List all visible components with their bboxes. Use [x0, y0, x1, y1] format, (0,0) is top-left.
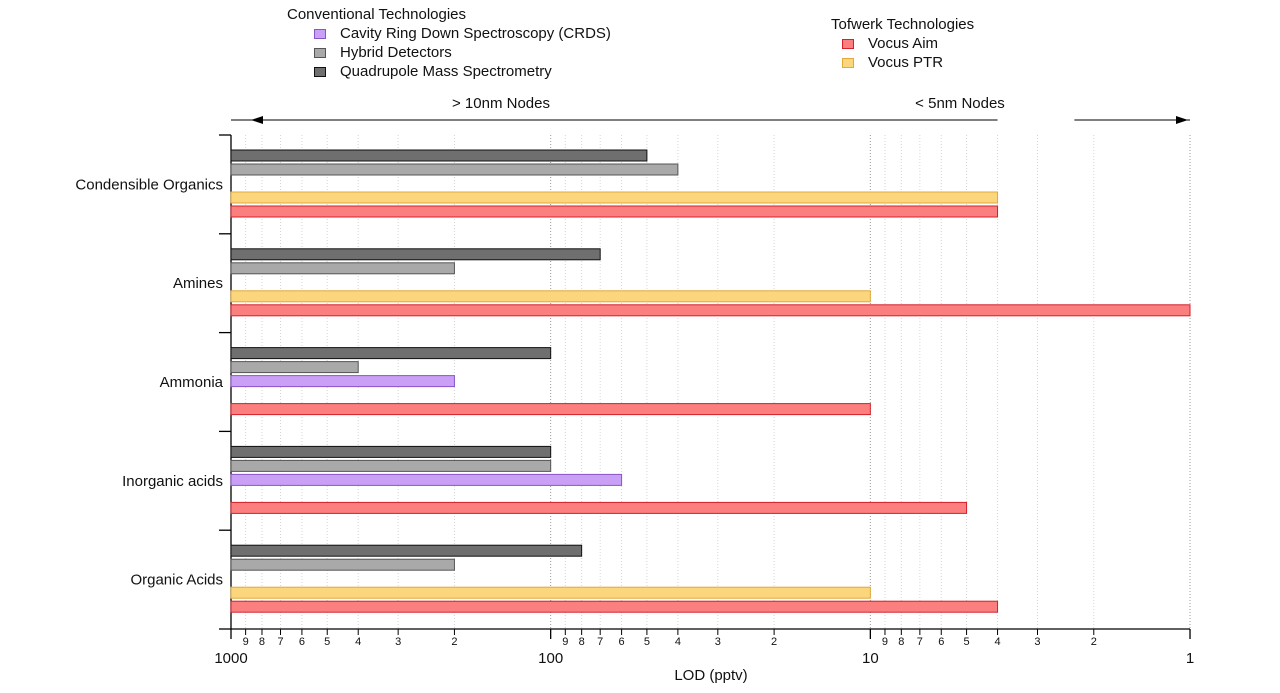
bar-hybrid-detectors: [230, 262, 455, 275]
legend-swatch-quadrupole: [314, 66, 326, 77]
category-label: Inorganic acids: [122, 473, 223, 490]
minor-tick-label: 2: [1091, 636, 1097, 648]
legend-item-vocus-aim: Vocus Aim: [842, 35, 938, 52]
bar-quadrupole-mass-spectrometry: [230, 149, 648, 162]
legend-label-vocus-ptr: Vocus PTR: [868, 54, 944, 71]
minor-tick-label: 5: [964, 636, 970, 648]
bar-quadrupole-mass-spectrometry: [230, 445, 552, 458]
minor-tick-label: 8: [898, 636, 904, 648]
minor-tick-label: 9: [243, 636, 249, 648]
bar-hybrid-detectors: [230, 459, 552, 472]
minor-tick-label: 6: [938, 636, 944, 648]
bar-vocus-aim: [230, 600, 999, 613]
arrow-head-right: [1176, 116, 1189, 124]
bar-hybrid-detectors: [230, 361, 359, 374]
bar-hybrid-detectors: [230, 558, 455, 571]
major-tick-label: 100: [538, 650, 563, 667]
legend-item-hybrid: Hybrid Detectors: [314, 44, 452, 61]
bar-vocus-aim: [230, 501, 968, 514]
minor-tick-label: 8: [579, 636, 585, 648]
minor-tick-label: 2: [451, 636, 457, 648]
legend-swatch-vocus-ptr: [842, 57, 854, 68]
legend-title-tofwerk: Tofwerk Technologies: [831, 16, 975, 33]
legend-item-quadrupole: Quadrupole Mass Spectrometry: [314, 63, 552, 80]
minor-tick-label: 2: [771, 636, 777, 648]
minor-tick-label: 6: [619, 636, 625, 648]
legend-swatch-vocus-aim: [842, 38, 854, 49]
legend-swatch-crds: [314, 28, 326, 39]
major-tick-label: 1000: [214, 650, 247, 667]
annotation-label: > 10nm Nodes: [452, 95, 550, 112]
legend-label-vocus-aim: Vocus Aim: [868, 35, 939, 52]
major-tick-label: 1: [1186, 650, 1194, 667]
bar-vocus-aim: [230, 205, 999, 218]
legend-title-conventional: Conventional Technologies: [287, 6, 467, 23]
minor-tick-label: 9: [882, 636, 888, 648]
minor-tick-label: 4: [355, 636, 361, 648]
bar-quadrupole-mass-spectrometry: [230, 347, 552, 360]
category-label: Amines: [173, 275, 223, 292]
minor-tick-label: 6: [299, 636, 305, 648]
bar-hybrid-detectors: [230, 163, 679, 176]
legend-label-hybrid: Hybrid Detectors: [340, 44, 452, 61]
bar-quadrupole-mass-spectrometry: [230, 248, 601, 261]
minor-tick-label: 3: [1034, 636, 1040, 648]
minor-tick-label: 7: [597, 636, 603, 648]
bar-quadrupole-mass-spectrometry: [230, 544, 583, 557]
legend-label-crds: Cavity Ring Down Spectroscopy (CRDS): [340, 25, 611, 42]
minor-tick-label: 4: [675, 636, 681, 648]
bar-vocus-ptr: [230, 191, 999, 204]
legend-item-crds: Cavity Ring Down Spectroscopy (CRDS): [314, 25, 611, 42]
minor-tick-label: 7: [917, 636, 923, 648]
legend-item-vocus-ptr: Vocus PTR: [842, 54, 943, 71]
minor-tick-label: 9: [562, 636, 568, 648]
minor-tick-label: 8: [259, 636, 265, 648]
category-label: Ammonia: [160, 374, 224, 391]
annotation-label: < 5nm Nodes: [915, 95, 1005, 112]
bar-cavity-ring-down-spectroscopy-crds: [230, 473, 623, 486]
bar-vocus-aim: [230, 403, 871, 416]
minor-tick-label: 7: [277, 636, 283, 648]
minor-tick-label: 3: [715, 636, 721, 648]
bar-vocus-ptr: [230, 586, 871, 599]
annotation-layer: > 10nm Nodes < 5nm Nodes: [231, 95, 1191, 124]
major-tick-label: 10: [862, 650, 879, 667]
minor-tick-label: 5: [324, 636, 330, 648]
legend-label-quadrupole: Quadrupole Mass Spectrometry: [340, 63, 552, 80]
arrow-head-left: [251, 116, 263, 124]
bar-layer: [230, 149, 1191, 613]
bar-cavity-ring-down-spectroscopy-crds: [230, 375, 455, 388]
category-label: Organic Acids: [130, 572, 223, 589]
x-axis-label: LOD (pptv): [674, 667, 747, 684]
bar-vocus-aim: [230, 304, 1191, 317]
minor-tick-label: 3: [395, 636, 401, 648]
legend-swatch-hybrid: [314, 47, 326, 58]
category-label: Condensible Organics: [75, 176, 223, 193]
minor-tick-label: 4: [994, 636, 1000, 648]
bar-vocus-ptr: [230, 290, 871, 303]
minor-tick-label: 5: [644, 636, 650, 648]
